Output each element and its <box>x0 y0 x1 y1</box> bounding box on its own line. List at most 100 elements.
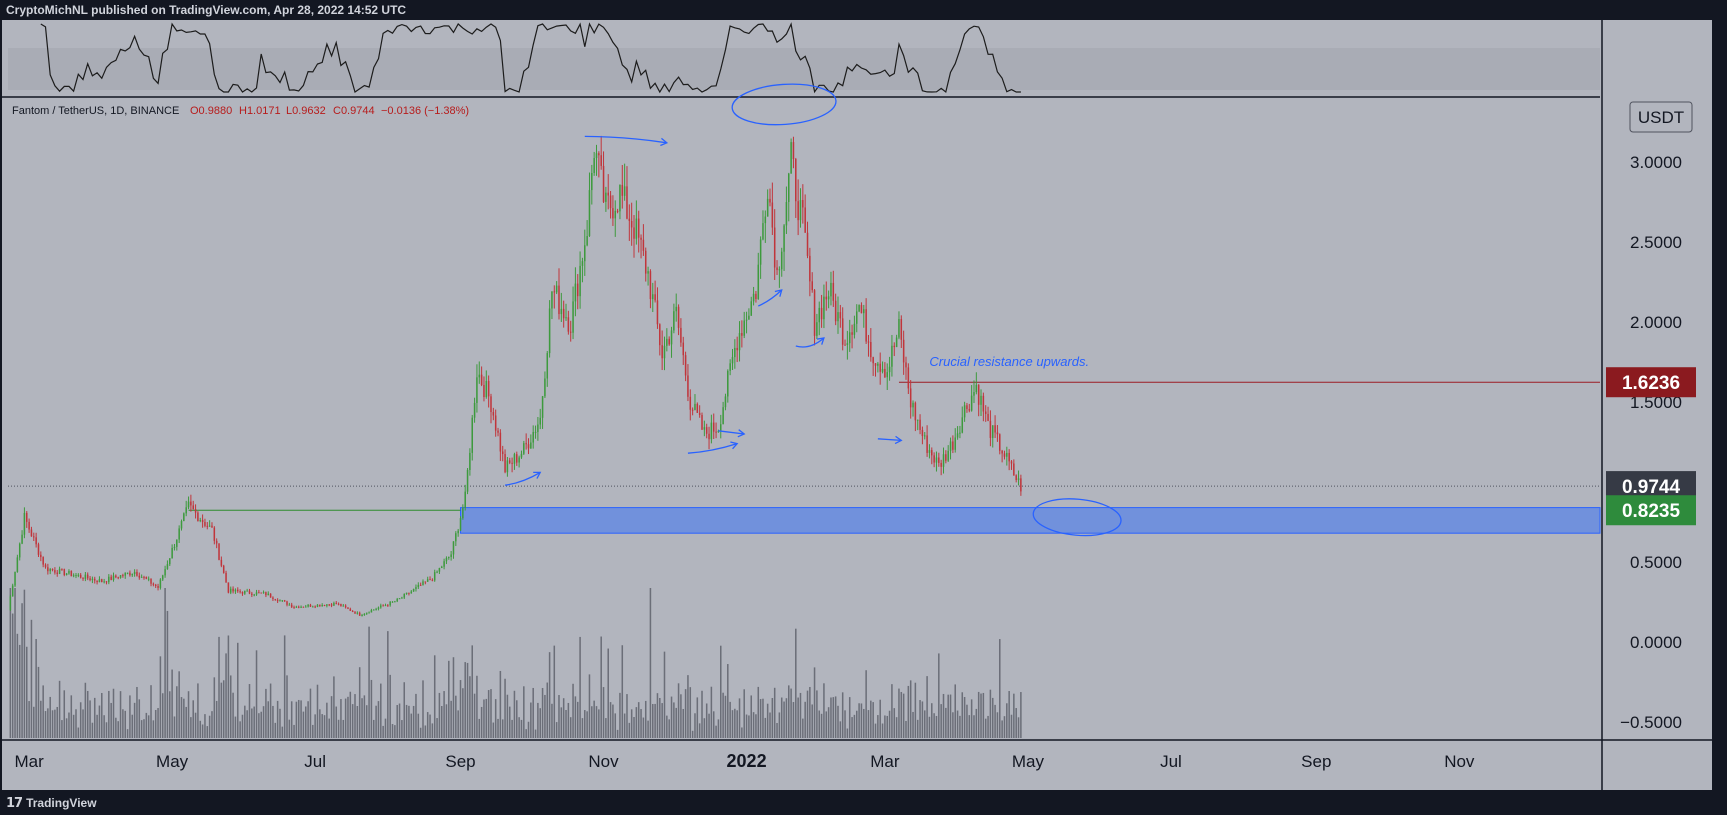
volume-bar <box>40 700 42 738</box>
volume-bar <box>832 697 835 738</box>
candle <box>1020 474 1022 496</box>
candle-body <box>171 547 173 559</box>
candle <box>302 606 305 608</box>
candle <box>147 576 150 582</box>
tradingview-logo[interactable]: 17 TradingView <box>6 792 97 815</box>
volume-bar <box>637 702 640 738</box>
candle <box>694 394 696 411</box>
volume-bar <box>485 698 488 738</box>
arrow-head <box>774 289 783 297</box>
candle <box>426 576 429 582</box>
candle-body <box>372 609 375 611</box>
candle-body <box>905 362 907 368</box>
candle <box>415 584 417 592</box>
currency-box-frame <box>1629 101 1693 133</box>
volume-bar <box>952 712 954 738</box>
candle <box>398 598 401 600</box>
candle-body <box>787 173 790 203</box>
candle-body <box>241 591 244 594</box>
candle <box>630 202 633 246</box>
arrow-head <box>816 337 825 345</box>
volume-bar <box>947 694 949 738</box>
volume-bar <box>539 708 541 738</box>
footer-brand: TradingView <box>26 796 97 810</box>
candle <box>532 425 534 449</box>
volume-bar <box>333 676 335 738</box>
volume-bar <box>47 708 49 738</box>
candle-body <box>741 333 743 336</box>
volume-bar <box>1017 717 1020 738</box>
volume-bar <box>959 715 961 738</box>
candle-body <box>394 601 396 603</box>
candle <box>443 558 445 570</box>
volume-bar <box>855 710 858 738</box>
volume-bar <box>938 653 940 738</box>
candle-body <box>340 603 342 607</box>
candle-body <box>58 568 61 574</box>
volume-bar <box>804 701 806 738</box>
candle-body <box>952 441 954 450</box>
volume-bar <box>738 698 741 738</box>
candle <box>431 578 434 582</box>
candle <box>642 224 645 256</box>
chart-canvas[interactable]: Fantom / TetherUS, 1D, BINANCE O0.9880 H… <box>0 20 1727 792</box>
candle-body <box>462 507 464 519</box>
candle <box>328 604 330 607</box>
candle <box>780 247 783 277</box>
candle <box>991 425 994 448</box>
footer-bar: 17 TradingView <box>0 792 1727 814</box>
volume-bar <box>576 701 579 738</box>
candle-body <box>11 585 14 597</box>
candle <box>267 591 270 596</box>
candle-body <box>410 591 413 594</box>
candle-body <box>300 606 302 608</box>
annotation-circle <box>1032 498 1122 537</box>
volume-bar <box>682 708 685 738</box>
volume-bar <box>63 690 66 738</box>
volume-bar <box>49 696 51 738</box>
candle <box>290 602 293 608</box>
candle <box>846 330 849 360</box>
volume-bar <box>419 727 422 738</box>
volume-bar <box>863 708 865 738</box>
volume-bar <box>966 704 968 738</box>
candle-body <box>548 308 551 354</box>
candle <box>150 578 152 587</box>
volume-bar <box>598 709 600 738</box>
oscillator-line <box>40 22 1021 94</box>
candle <box>487 375 490 408</box>
volume-bar <box>916 719 919 738</box>
volume-bar <box>93 697 96 738</box>
ohlc-low: L0.9632 <box>286 105 326 117</box>
candle-body <box>931 450 933 456</box>
candle <box>652 282 654 313</box>
candle-body <box>588 190 591 237</box>
candle-body <box>206 525 209 527</box>
volume-bar <box>208 715 211 738</box>
volume-bar <box>459 680 462 738</box>
candle <box>105 581 108 585</box>
volume-bar <box>790 688 792 738</box>
time-axis[interactable]: Mar May Jul Sep Nov 2022 Mar May Jul Sep Nov <box>14 751 1474 771</box>
candle-body <box>574 283 577 302</box>
candle-body <box>675 306 677 312</box>
volume-bar <box>928 716 931 738</box>
volume-bar <box>973 715 975 738</box>
volume-bar <box>823 683 825 738</box>
candle <box>745 311 748 334</box>
candle-body <box>417 584 420 588</box>
candle-body <box>286 601 288 605</box>
candle <box>65 572 68 576</box>
volume-bar <box>492 722 495 738</box>
candle <box>832 270 835 307</box>
volume-bar <box>684 689 687 738</box>
volume-bar <box>886 715 888 738</box>
candle <box>823 284 825 329</box>
candle <box>208 520 211 527</box>
volume-bar <box>408 705 410 738</box>
candle <box>867 334 870 357</box>
candle <box>727 369 729 403</box>
volume-bar <box>837 705 839 738</box>
volume-bar <box>103 715 105 738</box>
candle <box>403 593 406 599</box>
